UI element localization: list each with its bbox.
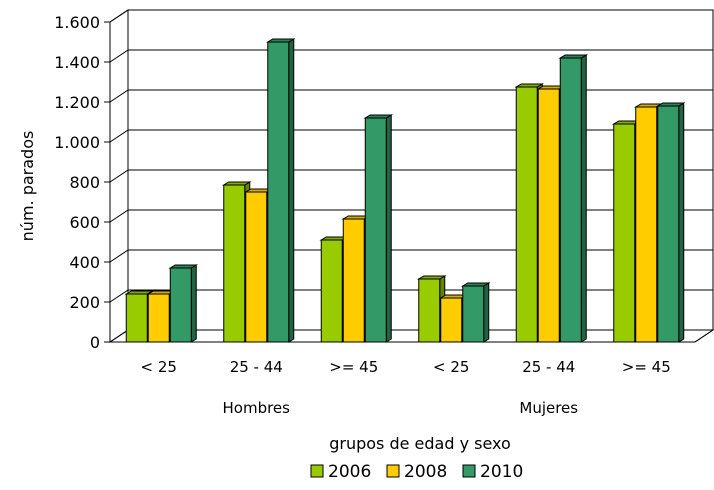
bar-top: [363, 114, 394, 119]
bar-side: [580, 54, 587, 343]
y-tick-label: 1.000: [54, 133, 100, 152]
bar-top: [265, 38, 296, 43]
y-tick-label: 600: [69, 213, 100, 232]
y-tick-label: 200: [69, 293, 100, 312]
bar: [342, 218, 365, 343]
x-tick-label: 25 - 44: [230, 358, 283, 376]
bar: [364, 117, 387, 343]
bar-top: [655, 102, 686, 107]
gridline-diagonal: [109, 289, 129, 303]
bar: [559, 57, 582, 343]
bar-top: [416, 275, 447, 280]
bar: [267, 41, 290, 343]
legend-label: 2010: [480, 462, 523, 482]
y-tick-label: 0: [90, 333, 100, 352]
gridline-diagonal: [109, 209, 129, 223]
bar: [147, 293, 170, 343]
bar: [418, 278, 441, 343]
axis-layer: [104, 21, 714, 343]
gridline-diagonal: [109, 9, 129, 23]
x-tick-label: < 25: [433, 358, 469, 376]
bar: [657, 105, 680, 343]
x-tick-label: >= 45: [329, 358, 378, 376]
x-tick-label: >= 45: [622, 358, 671, 376]
legend: 2006 2008 2010: [310, 462, 523, 482]
bar: [223, 184, 246, 343]
bar: [245, 191, 268, 343]
y-tick-label: 800: [69, 173, 100, 192]
group-label: Mujeres: [519, 399, 578, 417]
y-tick-label: 1.200: [54, 93, 100, 112]
legend-label: 2008: [404, 462, 447, 482]
gridline-diagonal: [109, 89, 129, 103]
bar: [440, 297, 463, 343]
legend-swatch: [462, 464, 476, 478]
gridline-diagonal: [109, 49, 129, 63]
legend-swatch: [386, 464, 400, 478]
y-tick-label: 400: [69, 253, 100, 272]
bar-top: [558, 54, 589, 59]
x-tick-label: 25 - 44: [522, 358, 575, 376]
gridline-diagonal: [109, 129, 129, 143]
bar-side: [385, 114, 392, 343]
bar-top: [124, 290, 155, 295]
gridline-diagonal: [109, 249, 129, 263]
x-tick-label: < 25: [141, 358, 177, 376]
bar: [613, 123, 636, 343]
bar-side: [190, 264, 197, 343]
legend-label: 2006: [328, 462, 371, 482]
bar: [169, 267, 192, 343]
bar-layer: [124, 38, 686, 343]
bar: [635, 106, 658, 343]
bar: [462, 285, 485, 343]
x-axis-depth: [694, 329, 714, 343]
bar-side: [483, 282, 490, 343]
gridline-diagonal: [109, 169, 129, 183]
bar-side: [288, 38, 295, 343]
bar-side: [678, 102, 685, 343]
gridline-diagonal: [109, 329, 129, 343]
bar-top: [460, 282, 491, 287]
group-label: Hombres: [223, 399, 291, 417]
bar-top: [514, 83, 545, 88]
bar-top: [168, 264, 199, 269]
bar: [320, 239, 343, 343]
bar: [125, 293, 148, 343]
label-layer: 0 200 400 600 800 1.000 1.200 1.400 1.600 < 25 25 …: [54, 13, 671, 417]
legend-swatch: [310, 464, 324, 478]
bar: [537, 88, 560, 343]
bar: [515, 86, 538, 343]
y-tick-label: 1.400: [54, 53, 100, 72]
y-tick-label: 1.600: [54, 13, 100, 32]
bar-top: [221, 181, 252, 186]
y-axis-title: núm. parados: [18, 131, 37, 242]
x-axis-title: grupos de edad y sexo: [329, 434, 511, 453]
